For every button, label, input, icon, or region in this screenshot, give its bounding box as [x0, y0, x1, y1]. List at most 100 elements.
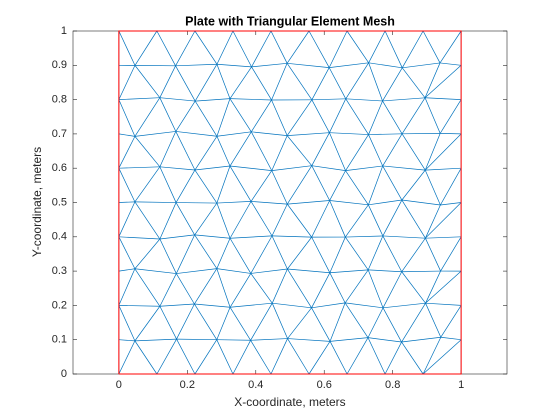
mesh-edge [329, 302, 346, 342]
mesh-edge [194, 202, 218, 236]
mesh-edge [134, 238, 161, 269]
mesh-edge [250, 170, 273, 202]
mesh-edge [329, 62, 369, 68]
mesh-edge [118, 65, 136, 100]
mesh-edge [311, 67, 330, 100]
mesh-edge [134, 268, 161, 307]
mesh-edge [311, 132, 330, 166]
mesh-edge [382, 307, 402, 343]
mesh-edge [424, 65, 462, 99]
mesh-edge [216, 98, 231, 137]
mesh-edge [216, 268, 231, 308]
mesh-edge [175, 169, 196, 203]
mesh-edge [175, 234, 195, 274]
mesh-edge [287, 203, 312, 238]
y-tick-label: 0.7 [52, 128, 67, 140]
chart-title: Plate with Triangular Element Mesh [185, 14, 395, 28]
mesh-edge [425, 270, 462, 304]
mesh-edge [440, 305, 462, 338]
mesh-edge [382, 97, 426, 102]
mesh-edge [329, 272, 346, 304]
mesh-edge [345, 170, 369, 206]
mesh-edge [382, 235, 403, 272]
y-tick-label: 0.6 [52, 162, 67, 174]
mesh-edge [134, 97, 161, 137]
mesh-edge [402, 62, 441, 69]
mesh-edge [270, 30, 288, 64]
mesh-edge [251, 99, 272, 132]
mesh-edge [159, 202, 177, 240]
mesh-edge [229, 273, 252, 308]
mesh-edge [345, 236, 369, 271]
mesh-edge [271, 63, 288, 101]
mesh-edge [118, 201, 136, 237]
mesh-edge [345, 98, 369, 135]
mesh-edge [439, 30, 462, 64]
mesh-edge [250, 338, 288, 341]
mesh-edge [229, 131, 252, 167]
mesh-edge [425, 167, 462, 171]
mesh-edge [134, 268, 177, 274]
mesh-edge [159, 306, 177, 340]
mesh-edge [308, 30, 330, 68]
mesh-edge [194, 169, 218, 204]
mesh-edge [194, 136, 218, 171]
x-tick-label: 0 [116, 379, 122, 391]
mesh-edge [401, 302, 426, 343]
mesh-edge [401, 270, 441, 273]
mesh-edge [440, 336, 462, 341]
mesh-edge [118, 305, 160, 307]
mesh-edge [175, 63, 217, 67]
mesh-edge [311, 302, 346, 309]
mesh-edge [382, 302, 426, 309]
mesh-edge [216, 201, 252, 204]
mesh-edge [271, 165, 312, 171]
mesh-edge [176, 338, 196, 375]
mesh-edge [216, 165, 231, 204]
mesh-edge [287, 62, 330, 68]
mesh-edge [345, 165, 383, 171]
mesh-edge [134, 201, 177, 203]
x-tick-label: 0.4 [248, 379, 263, 391]
mesh-edge [345, 235, 383, 238]
mesh-edge [271, 170, 288, 205]
mesh-edge [425, 238, 441, 272]
mesh-edge [328, 30, 348, 68]
mesh-edge [216, 63, 252, 68]
mesh-edge [271, 135, 288, 171]
mesh-edge [270, 338, 288, 375]
mesh-edge [232, 30, 252, 68]
mesh-edge [134, 166, 161, 203]
mesh-edge [194, 268, 218, 305]
mesh-edge [118, 30, 136, 66]
mesh-edge [134, 136, 161, 168]
mesh-edge [345, 62, 369, 99]
mesh-edge [401, 30, 424, 68]
mesh-edge [194, 64, 218, 102]
mesh-edge [367, 337, 402, 343]
mesh-edge [440, 202, 462, 206]
mesh-edge [287, 268, 330, 274]
mesh-edge [229, 165, 252, 202]
mesh-edge [118, 133, 135, 137]
mesh-edge [424, 133, 462, 171]
mesh-edge [346, 337, 369, 375]
mesh-edge [194, 30, 218, 65]
mesh-edge [401, 341, 424, 375]
mesh-edge [439, 99, 462, 134]
mesh-edge [424, 169, 441, 206]
mesh-edge [134, 306, 161, 342]
mesh-edge [345, 204, 369, 238]
mesh-edge [311, 272, 331, 308]
mesh-edge [229, 201, 252, 239]
mesh-edge [216, 339, 251, 341]
mesh-edge [425, 202, 462, 239]
y-tick-label: 0.8 [52, 94, 67, 106]
mesh-edge [134, 338, 177, 342]
mesh-edge [287, 338, 331, 342]
y-axis-label: Y-coordinate, meters [30, 147, 44, 257]
mesh-edge [134, 340, 158, 375]
x-axis-label: X-coordinate, meters [234, 395, 345, 409]
y-tick-label: 0.5 [52, 196, 67, 208]
